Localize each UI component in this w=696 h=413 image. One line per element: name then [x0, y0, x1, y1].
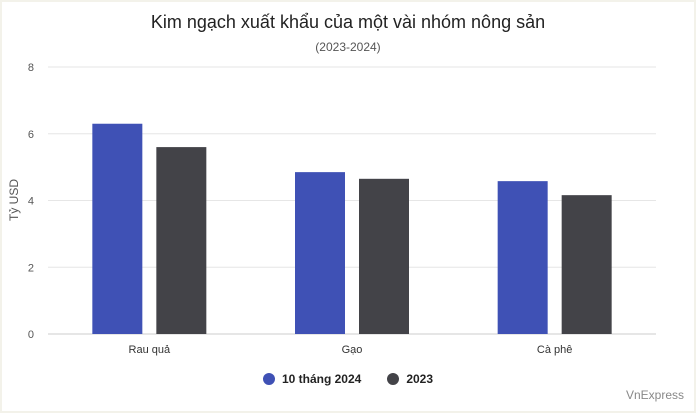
source-credit: VnExpress: [625, 388, 684, 402]
bar-2023[interactable]: [359, 178, 409, 334]
bar-2023[interactable]: [156, 147, 207, 334]
legend-item-2024[interactable]: 10 tháng 2024: [262, 372, 362, 386]
x-tick-label: Rau quả: [129, 344, 171, 356]
y-tick-label: 0: [28, 329, 34, 341]
chart-title: Kim ngạch xuất khẩu của một vài nhóm nôn…: [150, 12, 546, 32]
y-tick-label: 8: [28, 62, 34, 74]
x-tick-label: Cà phê: [537, 344, 572, 356]
y-tick-label: 2: [28, 262, 34, 274]
chart-subtitle: (2023-2024): [315, 40, 381, 54]
y-tick-label: 6: [28, 129, 34, 141]
bar-2023[interactable]: [561, 195, 612, 334]
legend: 10 tháng 2024 2023: [0, 372, 696, 386]
legend-item-2023[interactable]: 2023: [387, 372, 433, 386]
bar-2024[interactable]: [92, 123, 143, 334]
x-tick-label: Gạo: [342, 344, 363, 356]
y-tick-label: 4: [28, 196, 34, 208]
bar-2024[interactable]: [497, 181, 548, 334]
y-tick-labels: 0 2 4 6 8: [28, 62, 34, 341]
x-tick-labels: Rau quả Gạo Cà phê: [129, 344, 573, 356]
legend-dot-2024: [262, 373, 275, 385]
legend-label-2023: 2023: [406, 372, 434, 386]
gridlines: [48, 66, 656, 335]
bar-2024[interactable]: [295, 172, 345, 334]
legend-label-2024: 10 tháng 2024: [281, 372, 362, 386]
y-axis-label: Tỷ USD: [7, 179, 21, 221]
bars: [92, 123, 612, 334]
legend-dot-2023: [387, 373, 400, 385]
